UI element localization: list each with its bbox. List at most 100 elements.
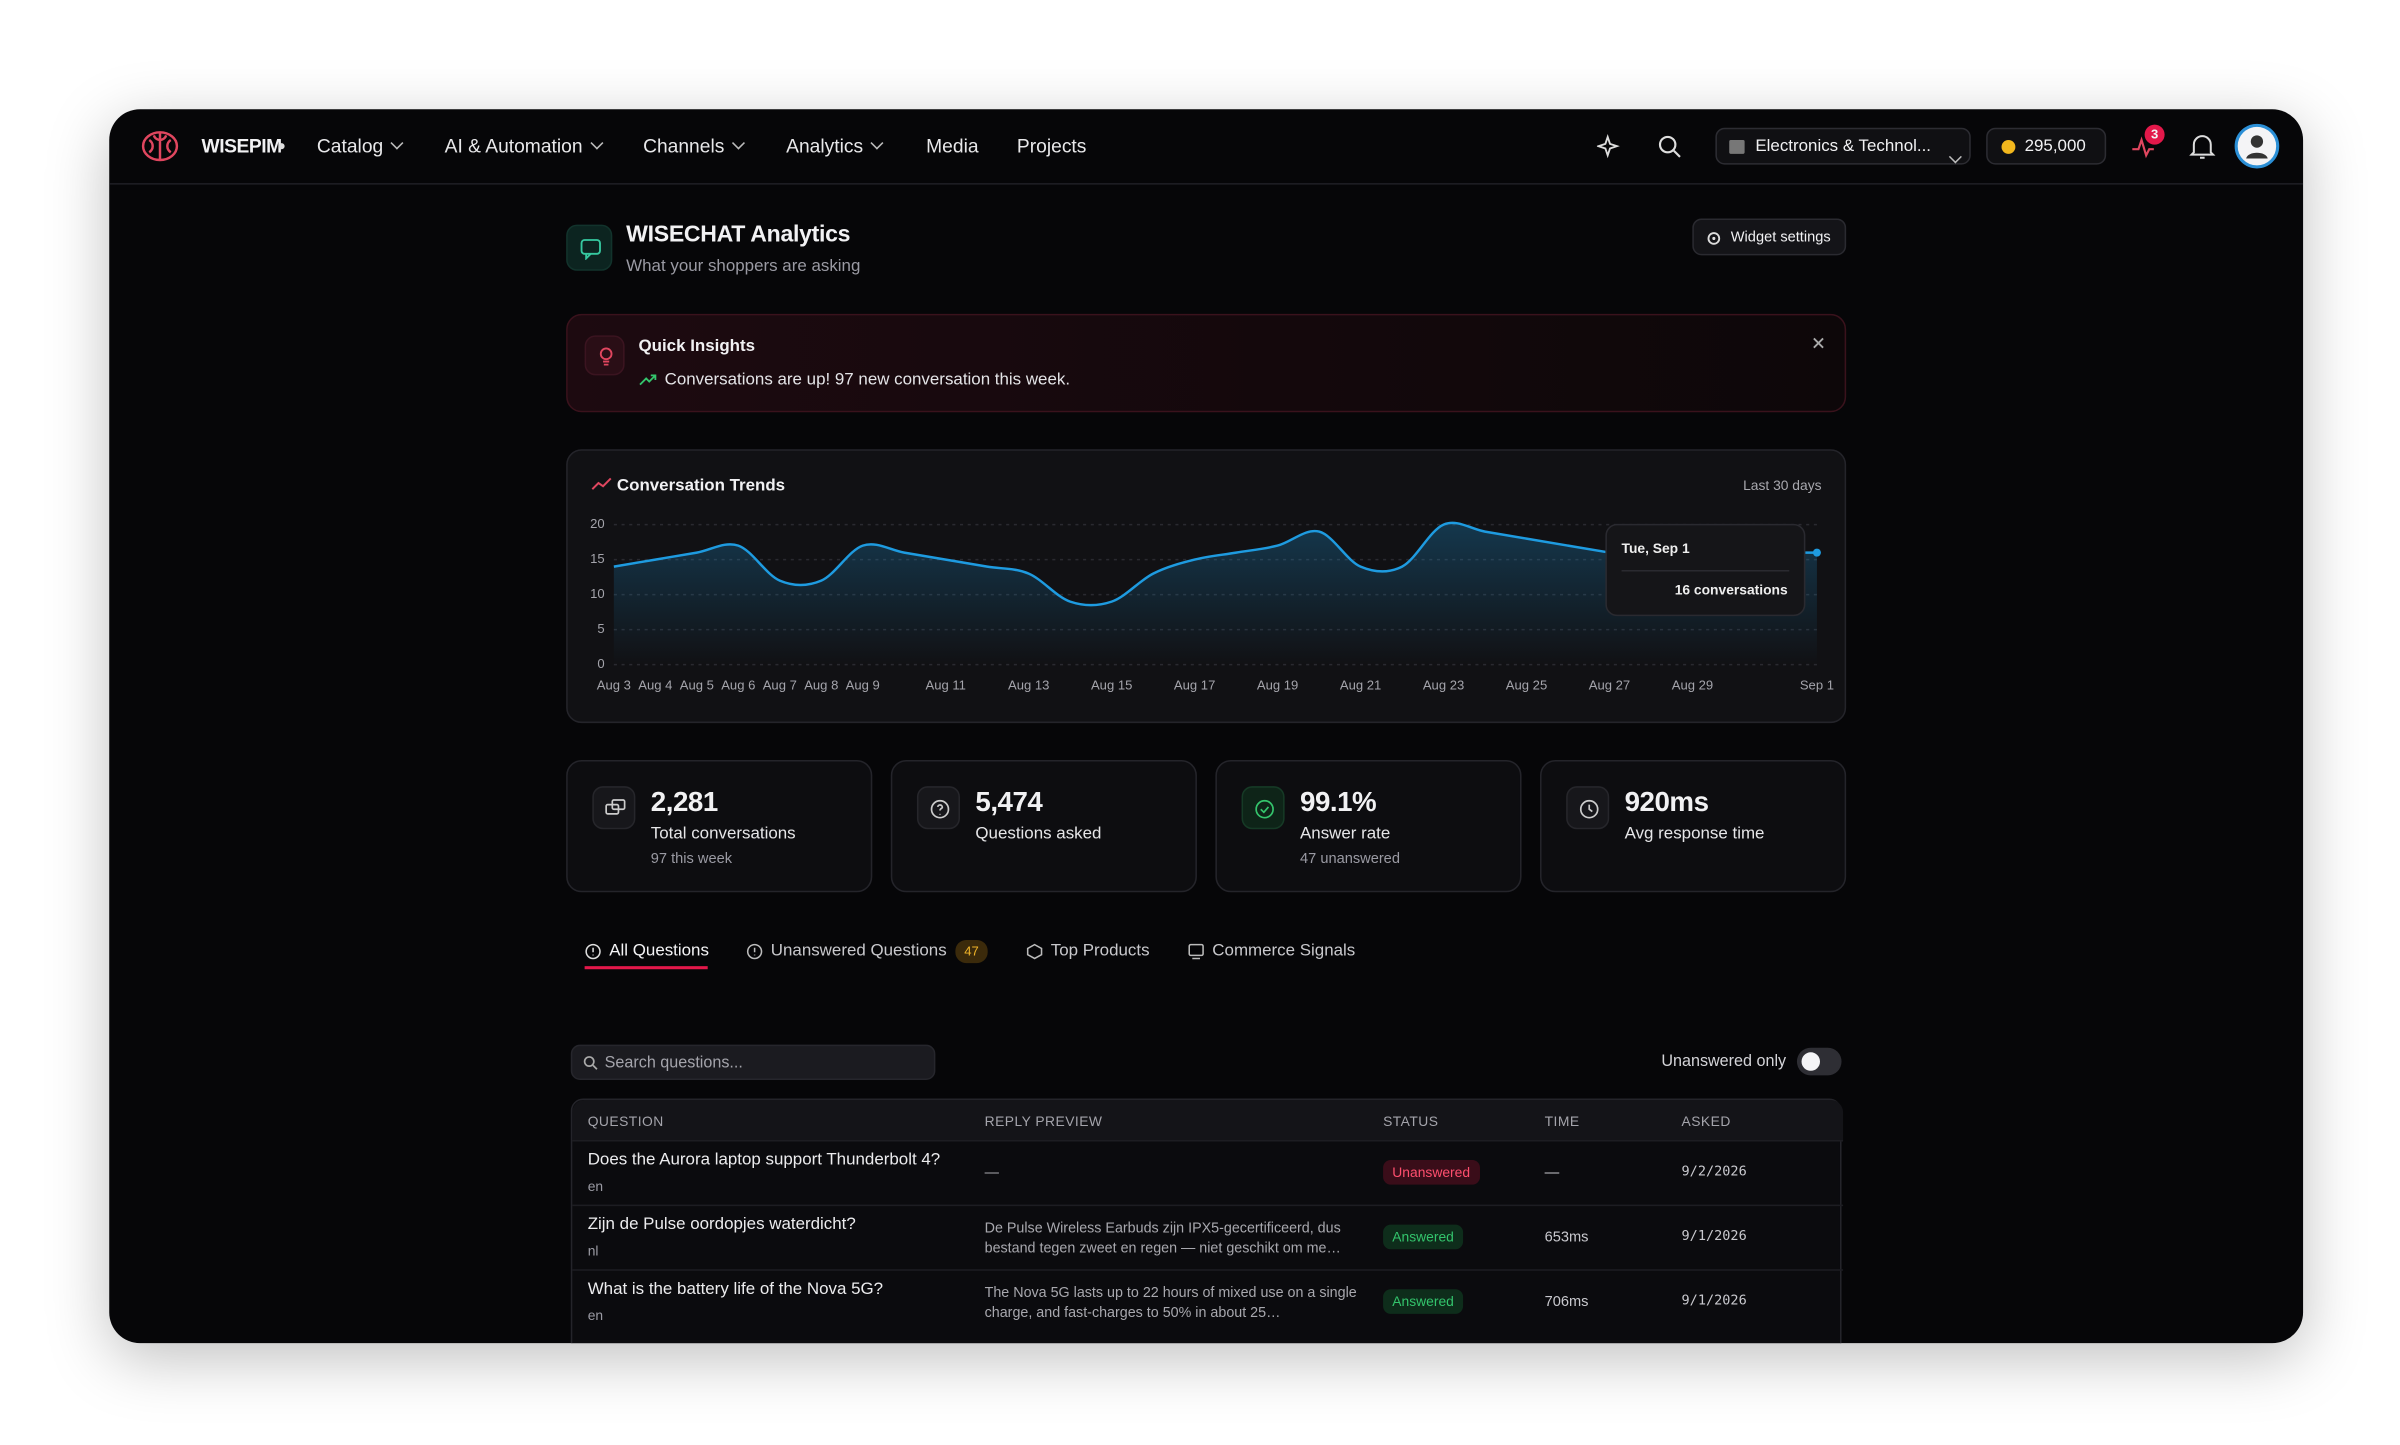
- tab-count: 47: [955, 939, 988, 964]
- stat-note: 97 this week: [650, 850, 733, 868]
- reply-preview: —: [984, 1164, 999, 1180]
- ai-icon[interactable]: [1596, 134, 1622, 159]
- x-tick-label: Aug 23: [1423, 678, 1464, 693]
- menu-item[interactable]: Catalog: [317, 135, 404, 157]
- avatar[interactable]: [2234, 123, 2280, 169]
- navbar: WISEPIM Catalog AI & Automation Channels…: [109, 109, 2304, 185]
- stat-label: Avg response time: [1624, 824, 1765, 844]
- button-label: Widget settings: [1730, 229, 1831, 247]
- x-tick-label: Aug 17: [1174, 678, 1215, 693]
- tab-icon: [1188, 943, 1204, 960]
- column-header: QUESTION: [587, 1113, 664, 1130]
- x-tick-label: Aug 25: [1506, 678, 1547, 693]
- menu-label: Channels: [643, 135, 725, 157]
- stat-card: 5,474 Questions asked: [890, 759, 1197, 893]
- search-icon[interactable]: [1657, 134, 1682, 159]
- x-tick-label: Aug 4: [638, 678, 672, 693]
- insights-title: Quick Insights: [638, 336, 756, 356]
- stat-icon: [1241, 786, 1285, 830]
- stat-card: 2,281 Total conversations 97 this week: [566, 759, 873, 893]
- search-placeholder: Search questions...: [604, 1053, 743, 1073]
- toggle[interactable]: [1796, 1047, 1842, 1076]
- x-tick-label: Sep 1: [1800, 678, 1834, 693]
- brand: WISEPIM: [201, 135, 283, 157]
- y-tick-label: 5: [597, 621, 604, 636]
- stat-card: 99.1% Answer rate 47 unanswered: [1215, 759, 1522, 893]
- activity-icon[interactable]: [2131, 134, 2156, 159]
- question: Zijn de Pulse oordopjes waterdicht?: [587, 1215, 856, 1234]
- page-title: WISECHAT Analytics: [626, 221, 851, 248]
- asked: 9/1/2026: [1681, 1229, 1747, 1245]
- stat-icon: [916, 786, 960, 830]
- menu-item[interactable]: Channels: [643, 135, 745, 157]
- tab[interactable]: Top Products: [1050, 941, 1150, 960]
- x-tick-label: Aug 15: [1091, 678, 1132, 693]
- status-badge: Answered: [1383, 1224, 1464, 1250]
- widget-settings-button[interactable]: Widget settings: [1692, 218, 1847, 256]
- table-row[interactable]: What is the battery life of the Nova 5G?…: [572, 1269, 1844, 1335]
- language: nl: [587, 1243, 599, 1259]
- x-tick-label: Aug 3: [597, 678, 631, 693]
- tab[interactable]: Unanswered Questions: [770, 941, 947, 960]
- status-badge: Answered: [1383, 1289, 1464, 1314]
- y-tick-label: 20: [590, 516, 605, 531]
- tab-underline: [584, 966, 708, 970]
- table-row[interactable]: Does the Aurora laptop support Thunderbo…: [572, 1139, 1844, 1206]
- credits[interactable]: 295,000: [1986, 127, 2107, 165]
- stat-label: Total conversations: [650, 824, 796, 844]
- chart: Conversation Trends Last 30 days 0 5 10 15 2…: [590, 476, 1834, 693]
- y-tick-label: 0: [597, 656, 604, 671]
- menu-item[interactable]: Media: [926, 135, 979, 157]
- question: What is the battery life of the Nova 5G?: [587, 1279, 884, 1299]
- coin: [2001, 139, 2016, 154]
- x-tick-label: Aug 9: [846, 678, 880, 693]
- store-selector[interactable]: Electronics & Technol...: [1715, 127, 1971, 165]
- trend-icon: [639, 374, 657, 386]
- menu-item[interactable]: AI & Automation: [444, 135, 603, 157]
- stat-label: Questions asked: [975, 824, 1102, 844]
- stat-value: 920ms: [1624, 786, 1709, 817]
- tab[interactable]: All Questions: [609, 941, 709, 960]
- logo: [141, 131, 179, 162]
- tab-icon: [1026, 943, 1043, 960]
- insights-message: Conversations are up! 97 new conversatio…: [664, 370, 1071, 390]
- stat-icon: [592, 786, 636, 830]
- column-header: ASKED: [1681, 1113, 1731, 1130]
- chart-title: Conversation Trends: [617, 476, 785, 495]
- stat-card: 920ms Avg response time: [1539, 759, 1847, 893]
- brand-dot: [278, 143, 285, 150]
- close-button[interactable]: [1812, 337, 1824, 349]
- column-header: TIME: [1544, 1113, 1580, 1130]
- table-header: QUESTION REPLY PREVIEW STATUS TIME ASKED: [572, 1099, 1844, 1140]
- tooltip: Tue, Sep 1 16 conversations: [1605, 523, 1806, 617]
- question: Does the Aurora laptop support Thunderbo…: [587, 1150, 941, 1170]
- menu-label: AI & Automation: [444, 135, 583, 157]
- active-point: [1812, 548, 1821, 557]
- x-tick-label: Aug 27: [1589, 678, 1630, 693]
- insights-icon: [584, 335, 625, 376]
- menu-item[interactable]: Projects: [1016, 135, 1087, 157]
- reply-preview: De Pulse Wireless Earbuds zijn IPX5-gece…: [984, 1219, 1341, 1256]
- tab[interactable]: Commerce Signals: [1212, 941, 1356, 960]
- bell-icon[interactable]: [2189, 132, 2216, 160]
- insights-banner: Quick Insights Conversations are up! 97 …: [566, 313, 1847, 413]
- x-tick-label: Aug 6: [721, 678, 755, 693]
- y-tick-label: 15: [590, 551, 605, 566]
- x-tick-label: Aug 19: [1257, 678, 1298, 693]
- x-tick-label: Aug 11: [926, 678, 966, 693]
- stat-note: 47 unanswered: [1299, 850, 1400, 868]
- stat-value: 2,281: [650, 786, 718, 817]
- y-tick-label: 10: [590, 586, 605, 601]
- menu-item[interactable]: Analytics: [786, 135, 884, 157]
- column-header: STATUS: [1383, 1113, 1439, 1130]
- language: en: [587, 1307, 604, 1324]
- chart-icon: [591, 477, 612, 490]
- table-row[interactable]: Zijn de Pulse oordopjes waterdicht? nl D…: [572, 1204, 1844, 1271]
- asked: 9/1/2026: [1681, 1293, 1747, 1310]
- menu-label: Analytics: [786, 135, 864, 157]
- search-input[interactable]: Search questions...: [570, 1044, 936, 1080]
- tab-icon: [746, 943, 763, 960]
- stat-label: Answer rate: [1299, 824, 1391, 844]
